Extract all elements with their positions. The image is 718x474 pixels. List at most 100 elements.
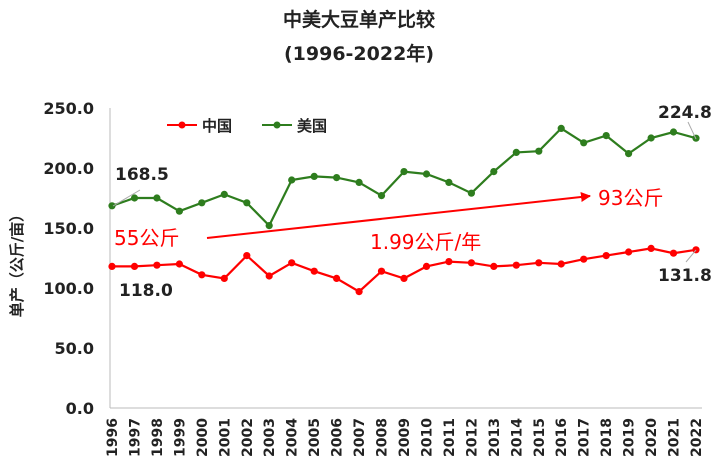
data-point-us [288,176,296,184]
data-point-us [243,199,251,207]
data-point-china [220,274,228,282]
us-start-leader [112,189,141,207]
label-china-start: 118.0 [119,281,173,301]
data-point-china [669,249,678,257]
x-tick-label: 2020 [644,418,660,457]
data-point-us [265,222,273,230]
data-point-us [580,139,588,147]
data-point-us [333,174,341,182]
data-point-us [535,147,543,155]
y-tick-labels: 0.0 50.0 100.0 150.0 200.0 250.0 [43,99,94,418]
trend-arrow [206,192,591,239]
data-point-china [512,261,520,269]
data-point-china [535,259,543,267]
chart-subtitle: (1996-2022年) [284,42,434,65]
x-tick-label: 2016 [554,418,570,457]
label-us-start: 168.5 [115,165,169,185]
data-point-china [198,271,206,279]
x-tick-labels: 1996 1997 1998 1999 2000 2001 2002 2003 2004 2005… [105,418,705,457]
x-tick-label: 2004 [285,418,301,457]
x-tick-label: 2011 [442,418,458,457]
series-us [108,124,700,230]
data-point-us [130,194,139,202]
data-point-us [467,189,475,197]
data-point-us [669,128,678,136]
y-axis-label: 单产（公斤/亩） [8,207,26,317]
x-tick-label: 2021 [667,418,683,457]
legend-label-china: 中国 [202,117,232,135]
data-point-us [647,134,655,142]
data-point-us [512,148,520,156]
data-point-china [400,274,408,282]
chart-title: 中美大豆单产比较 [283,8,435,31]
legend: 中国 美国 [167,117,327,135]
data-point-china [422,262,431,270]
y-tick-label: 150.0 [43,219,94,238]
data-point-china [333,274,341,282]
data-point-china [490,262,498,270]
y-tick-label: 250.0 [43,99,94,118]
data-point-china [130,262,139,270]
series-line-us [111,126,697,228]
x-tick-label: 2014 [509,418,525,457]
data-point-china [310,267,318,275]
data-point-us [220,190,228,198]
us-end-leader [687,121,697,140]
x-tick-label: 2003 [262,418,278,457]
x-tick-label: 2009 [397,418,413,457]
data-point-china [288,259,296,267]
data-point-china [625,248,633,256]
x-tick-label: 2019 [622,418,638,457]
x-tick-label: 2017 [577,418,593,457]
data-point-us [445,178,453,186]
y-tick-label: 100.0 [43,279,94,298]
legend-marker-us [273,121,281,129]
x-tick-label: 2018 [599,418,615,457]
data-point-us [490,168,498,176]
annotation-growth-rate: 1.99公斤/年 [370,230,481,254]
x-tick-label: 2013 [487,418,503,457]
x-tick-label: 2006 [330,418,346,457]
data-point-us [175,207,183,215]
x-tick-label: 1996 [105,418,121,457]
label-us-end: 224.8 [658,103,712,123]
annotation-start-yield: 55公斤 [114,226,179,250]
series-layer [108,124,700,296]
data-point-china [108,262,116,270]
data-point-china [175,260,183,268]
y-tick-label: 50.0 [55,339,94,358]
data-point-us [422,170,431,178]
data-point-us [198,199,206,207]
data-point-us [153,194,161,202]
data-point-china [557,260,565,268]
legend-item-us: 美国 [262,117,327,135]
data-point-us [400,168,408,176]
data-point-china [243,252,251,260]
x-tick-label: 2010 [419,418,435,457]
label-china-end: 131.8 [658,266,712,286]
data-point-china [580,255,588,263]
series-china [108,244,700,296]
data-point-us [108,202,116,210]
legend-item-china: 中国 [167,117,232,135]
y-tick-label: 200.0 [43,159,94,178]
data-point-china [377,267,386,275]
data-point-china [355,288,363,296]
legend-marker-china [178,121,186,129]
data-point-us [355,178,363,186]
y-tick-label: 0.0 [66,399,94,418]
x-tick-label: 2008 [375,418,391,457]
x-tick-label: 2015 [532,418,548,457]
annotation-end-yield: 93公斤 [598,186,663,210]
x-tick-label: 2005 [307,418,323,457]
x-tick-label: 2000 [195,418,211,457]
x-tick-label: 2001 [217,418,233,457]
x-tick-label: 1998 [150,418,166,457]
data-point-china [445,258,453,266]
data-point-china [602,252,610,260]
china-end-leader [685,249,697,263]
x-tick-label: 2007 [352,418,368,457]
legend-label-us: 美国 [297,117,327,135]
data-point-us [377,192,386,200]
